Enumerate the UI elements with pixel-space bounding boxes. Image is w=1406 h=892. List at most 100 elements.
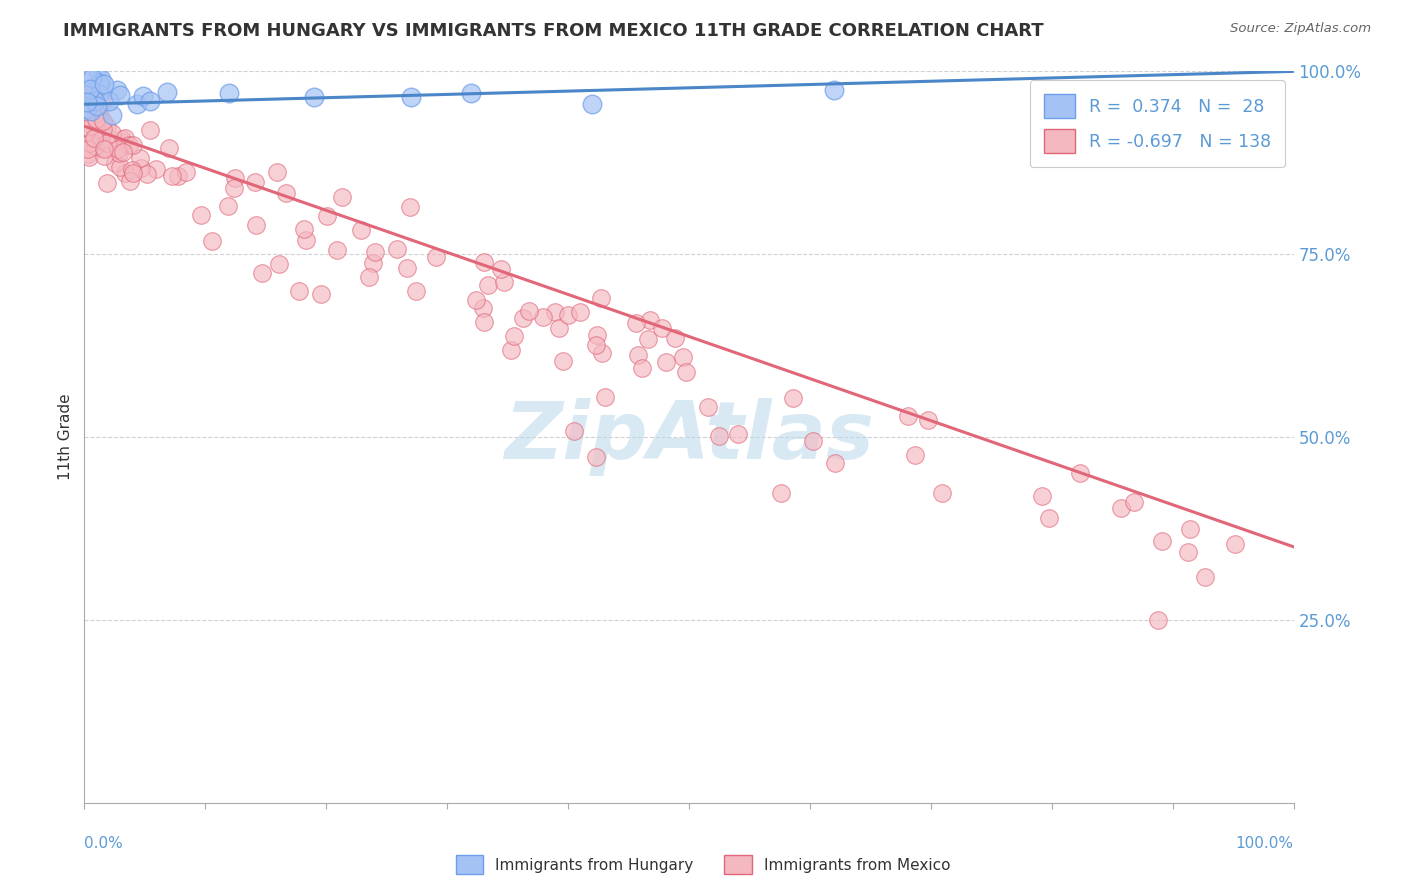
Point xyxy=(77,150,100,164)
Point xyxy=(557,308,579,322)
Point xyxy=(105,83,128,97)
Point xyxy=(90,71,112,86)
Point xyxy=(897,409,920,423)
Point xyxy=(86,99,108,113)
Point xyxy=(86,62,108,77)
Point xyxy=(637,332,659,346)
Point xyxy=(190,208,212,222)
Point xyxy=(107,142,129,156)
Point xyxy=(288,284,311,298)
Point xyxy=(585,337,607,351)
Point xyxy=(364,244,387,259)
Point xyxy=(89,77,111,91)
Point xyxy=(311,286,333,301)
Point xyxy=(131,161,153,176)
Point xyxy=(1069,467,1091,481)
Point xyxy=(330,190,353,204)
Point xyxy=(581,97,603,112)
Point xyxy=(89,87,111,101)
Point xyxy=(1194,570,1216,584)
Point xyxy=(77,136,100,151)
Point xyxy=(89,109,111,123)
Point xyxy=(90,115,112,129)
Point xyxy=(465,293,488,307)
Point xyxy=(157,140,180,154)
Point xyxy=(295,233,318,247)
Point xyxy=(399,90,422,104)
Point xyxy=(551,353,574,368)
Point xyxy=(782,391,804,405)
Point xyxy=(160,169,183,184)
Point xyxy=(118,137,141,152)
Point xyxy=(1109,500,1132,515)
Point xyxy=(350,223,373,237)
Point xyxy=(638,312,661,326)
Text: 100.0%: 100.0% xyxy=(1236,836,1294,851)
Point xyxy=(104,156,127,170)
Point xyxy=(548,320,571,334)
Point xyxy=(91,141,114,155)
Point xyxy=(1147,613,1170,627)
Point xyxy=(110,160,132,174)
Point xyxy=(111,136,134,150)
Point xyxy=(114,131,136,145)
Point xyxy=(517,303,540,318)
Point xyxy=(90,133,112,147)
Point xyxy=(425,251,447,265)
Point xyxy=(931,485,953,500)
Point xyxy=(98,94,121,108)
Point xyxy=(139,123,162,137)
Point xyxy=(266,165,288,179)
Point xyxy=(664,331,686,345)
Legend: Immigrants from Hungary, Immigrants from Mexico: Immigrants from Hungary, Immigrants from… xyxy=(450,849,956,880)
Point xyxy=(76,88,98,103)
Point xyxy=(512,310,534,325)
Point xyxy=(651,321,673,335)
Point xyxy=(121,162,143,177)
Point xyxy=(136,167,159,181)
Point xyxy=(201,234,224,248)
Point xyxy=(91,122,114,136)
Point xyxy=(585,450,607,464)
Point xyxy=(84,113,107,128)
Point xyxy=(111,145,134,159)
Point xyxy=(96,136,118,151)
Point xyxy=(696,400,718,414)
Point xyxy=(1152,534,1174,549)
Point xyxy=(503,328,526,343)
Point xyxy=(77,146,100,161)
Point xyxy=(591,346,613,360)
Point xyxy=(361,256,384,270)
Point xyxy=(1225,536,1247,550)
Point xyxy=(1178,522,1201,536)
Point xyxy=(93,142,115,156)
Point xyxy=(84,112,107,127)
Point xyxy=(494,275,516,289)
Point xyxy=(79,90,101,104)
Point xyxy=(399,200,422,214)
Point xyxy=(91,95,114,110)
Point xyxy=(80,70,103,85)
Point xyxy=(217,199,239,213)
Point xyxy=(385,242,408,256)
Point xyxy=(100,126,122,140)
Point xyxy=(292,222,315,236)
Point xyxy=(125,97,148,112)
Point xyxy=(156,85,179,99)
Point xyxy=(489,262,512,277)
Point xyxy=(93,149,115,163)
Point xyxy=(174,165,197,179)
Point xyxy=(591,291,613,305)
Point xyxy=(80,103,103,118)
Point xyxy=(675,365,697,379)
Point xyxy=(274,186,297,200)
Point xyxy=(624,316,647,330)
Point xyxy=(131,89,153,103)
Point xyxy=(77,87,100,101)
Point xyxy=(477,277,499,292)
Point xyxy=(129,151,152,165)
Point xyxy=(1038,510,1060,524)
Point xyxy=(76,66,98,80)
Point xyxy=(531,310,554,324)
Point xyxy=(108,146,131,161)
